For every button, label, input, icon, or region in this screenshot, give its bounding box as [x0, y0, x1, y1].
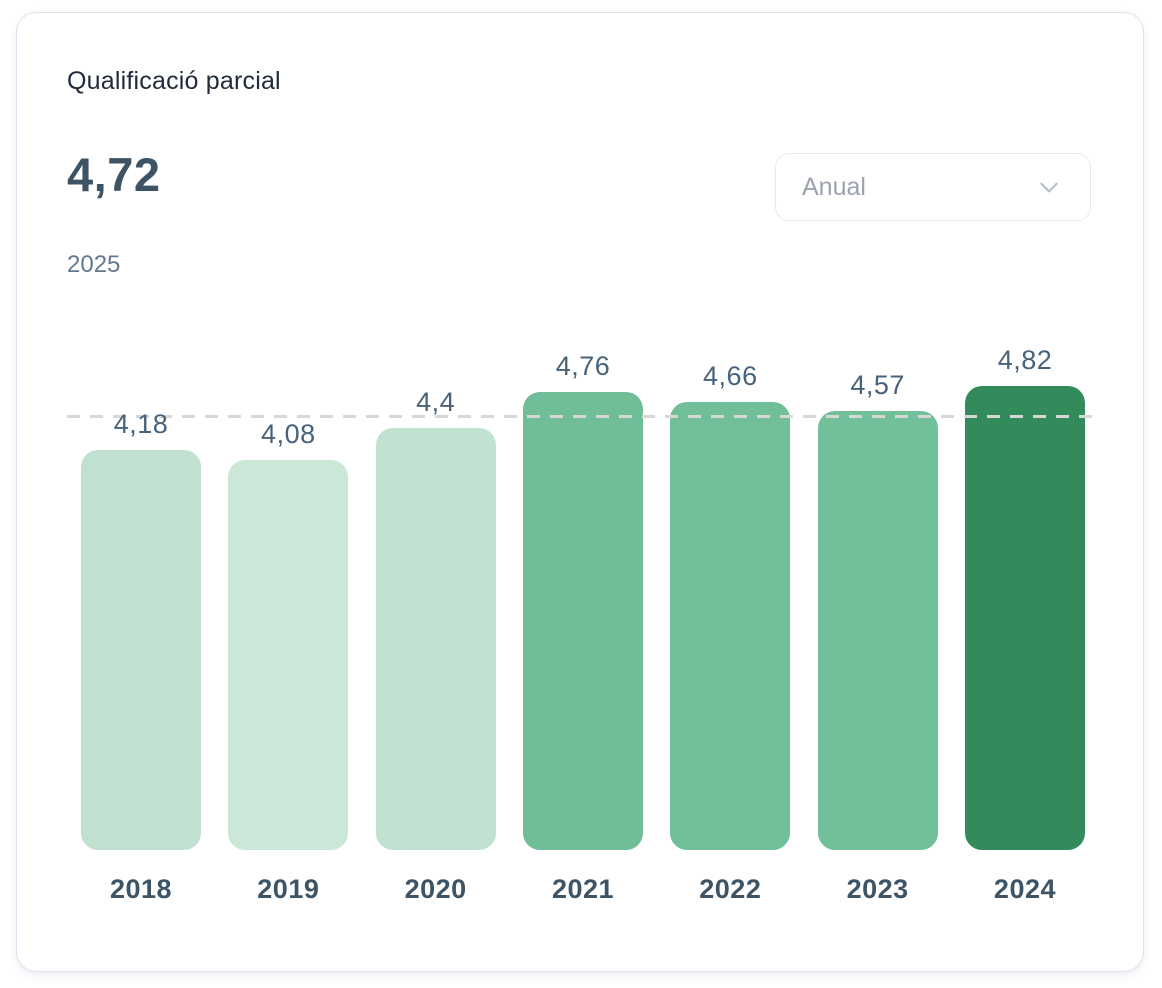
bar-2020[interactable]	[375, 428, 496, 850]
bar-2023[interactable]	[817, 411, 938, 850]
period-select-value: Anual	[802, 172, 866, 201]
bar-column-2018: 4,18	[81, 409, 201, 850]
bar-value-label-2022: 4,66	[703, 361, 758, 391]
bar-column-2020: 4,4	[375, 387, 496, 850]
bar-column-2023: 4,57	[817, 370, 938, 850]
bar-value-label-2024: 4,82	[997, 345, 1053, 375]
bar-column-2021: 4,76	[522, 351, 643, 850]
bar-2018[interactable]	[81, 450, 201, 850]
score-year: 2025	[67, 251, 121, 278]
bar-2024[interactable]	[964, 386, 1085, 850]
x-axis-label-2019: 2019	[257, 874, 320, 904]
bar-2019[interactable]	[228, 460, 349, 850]
x-axis-label-2018: 2018	[109, 874, 173, 904]
score-value: 4,72	[67, 148, 161, 201]
x-axis-label-2021: 2021	[551, 874, 615, 904]
qualification-card: Qualificació parcial 4,72 2025 Anual 4,1…	[16, 12, 1144, 972]
x-axis-labels: 2018 2019 2020 2021 2022 2023 2024	[81, 874, 1085, 905]
x-axis-label-2024: 2024	[993, 874, 1056, 904]
x-axis-label-2020: 2020	[404, 874, 467, 904]
bar-column-2024: 4,82	[964, 345, 1085, 850]
period-select[interactable]: Anual	[775, 153, 1091, 221]
bar-2022[interactable]	[670, 402, 791, 850]
chevron-down-icon	[1040, 182, 1058, 193]
card-title: Qualificació parcial	[67, 67, 281, 95]
bar-chart: 4,18 4,08 4,4 4,76 4,66 4,57 4,82 2018 2019 2020…	[67, 338, 1095, 905]
bar-column-2019: 4,08	[228, 419, 349, 850]
bar-value-label-2019: 4,08	[261, 419, 316, 449]
x-axis-label-2022: 2022	[699, 874, 762, 904]
x-axis-label-2023: 2023	[846, 874, 909, 904]
bar-value-label-2023: 4,57	[850, 370, 905, 400]
bar-value-label-2020: 4,4	[416, 387, 456, 417]
bar-2021[interactable]	[522, 392, 643, 850]
bar-column-2022: 4,66	[670, 361, 791, 850]
bar-value-label-2021: 4,76	[555, 351, 611, 381]
bar-value-label-2018: 4,18	[113, 409, 169, 439]
bar-chart-plot: 4,18 4,08 4,4 4,76 4,66 4,57 4,82	[67, 338, 1095, 850]
